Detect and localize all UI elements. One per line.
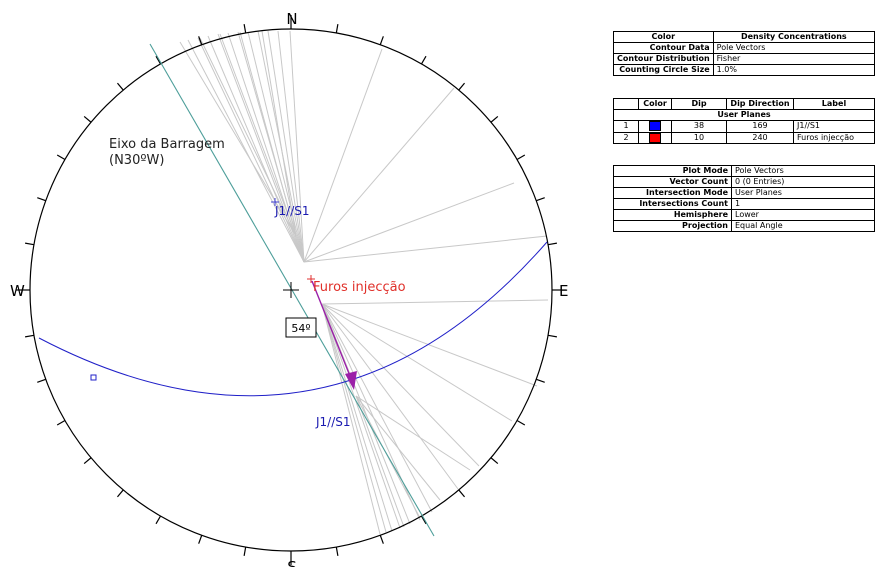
fan-line [322,300,548,304]
north-label: N [286,10,297,28]
contour-settings-table: Color Density Concentrations Contour Dat… [613,31,875,76]
stereonet-tick [244,547,246,556]
stereonet-tick [536,198,544,201]
stereonet-tick [156,516,161,524]
vector-count-value: 0 (0 Entries) [732,177,875,188]
plane-id: 1 [614,121,639,133]
stereonet-tick [84,116,91,122]
planes-header-label: Label [794,99,875,110]
plane-dip-direction: 169 [727,121,794,133]
south-label: S [287,558,297,567]
table-row: 1 38 169 J1//S1 [614,121,875,133]
intersections-count-label: Intersections Count [614,199,732,210]
dam-axis-label-line1: Eixo da Barragem [109,137,225,152]
stereonet-tick [25,335,34,337]
fan-line [304,88,454,262]
fan-line [322,304,479,466]
contour-distribution-value: Fisher [713,54,874,65]
plane-color-cell [639,121,672,133]
hemisphere-label: Hemisphere [614,210,732,221]
intersection-mode-label: Intersection Mode [614,188,732,199]
plane-dip: 10 [672,132,727,144]
j1-plane-marker [91,375,96,380]
fan-line [356,396,404,527]
stereonet-tick [336,24,338,33]
projection-value: Equal Angle [732,221,875,232]
dam-axis-label-line2: (N30ºW) [109,153,164,168]
plane-dip: 38 [672,121,727,133]
fan-line [322,304,420,520]
plane-color-swatch [649,121,661,131]
intersection-mode-value: User Planes [732,188,875,199]
angle-label: 54º [291,322,310,335]
stereonet-tick [459,83,465,90]
plane-label: J1//S1 [794,121,875,133]
stereonet-plot: 54º N E S W Eixo da Barragem (N30ºW) J1/… [0,0,600,567]
plane-dip-direction: 240 [727,132,794,144]
stereonet-tick [57,155,65,160]
fan-line [304,183,514,262]
table1-header-color: Color [614,32,714,43]
plot-mode-label: Plot Mode [614,166,732,177]
stereonet-tick [57,421,65,426]
fan-line [304,236,547,262]
user-planes-section-title: User Planes [614,110,875,121]
plane-label-j1: J1//S1 [315,415,351,429]
east-label: E [559,282,568,300]
stereonet-tick [37,379,45,382]
pole-label-j1: J1//S1 [274,204,310,218]
contour-distribution-label: Contour Distribution [614,54,714,65]
stereonet-tick [536,379,544,382]
stereonet-tick [117,83,123,90]
plot-mode-value: Pole Vectors [732,166,875,177]
hemisphere-value: Lower [732,210,875,221]
stereonet-tick [25,243,34,245]
planes-header-color: Color [639,99,672,110]
planes-header-id [614,99,639,110]
stereonet-tick [244,24,246,33]
stereonet-tick [548,335,557,337]
fan-line [304,49,382,262]
stereonet-tick [422,56,427,64]
plane-id: 2 [614,132,639,144]
plane-label: Furos injecção [794,132,875,144]
stereonet-tick [517,421,525,426]
table1-header-density: Density Concentrations [713,32,874,43]
contour-data-value: Pole Vectors [713,43,874,54]
plane-color-swatch [649,133,661,143]
planes-header-dip: Dip [672,99,727,110]
user-planes-table: Color Dip Dip Direction Label User Plane… [613,98,875,144]
stereonet-tick [459,490,465,497]
intersections-count-value: 1 [732,199,875,210]
counting-circle-label: Counting Circle Size [614,65,714,76]
stereonet-tick [117,490,123,497]
table-row: 2 10 240 Furos injecção [614,132,875,144]
contour-data-label: Contour Data [614,43,714,54]
pole-label-furos: Furos injecção [313,280,406,295]
planes-header-dip-direction: Dip Direction [727,99,794,110]
stereonet-tick [517,155,525,160]
stereonet-tick [37,198,45,201]
west-label: W [10,282,25,300]
vector-count-label: Vector Count [614,177,732,188]
plot-settings-table: Plot Mode Pole Vectors Vector Count 0 (0… [613,165,875,232]
stereonet-tick [548,243,557,245]
stereonet-tick [199,535,202,543]
fan-line [322,304,512,421]
plane-color-cell [639,132,672,144]
stereonet-tick [491,116,498,122]
stereonet-tick [491,458,498,464]
stereonet-tick [380,36,383,44]
projection-label: Projection [614,221,732,232]
counting-circle-value: 1.0% [713,65,874,76]
stereonet-tick [380,535,383,543]
stereonet-tick [336,547,338,556]
pole-vector-line [312,281,354,386]
center-cross-icon [283,282,299,298]
stereonet-tick [84,458,91,464]
